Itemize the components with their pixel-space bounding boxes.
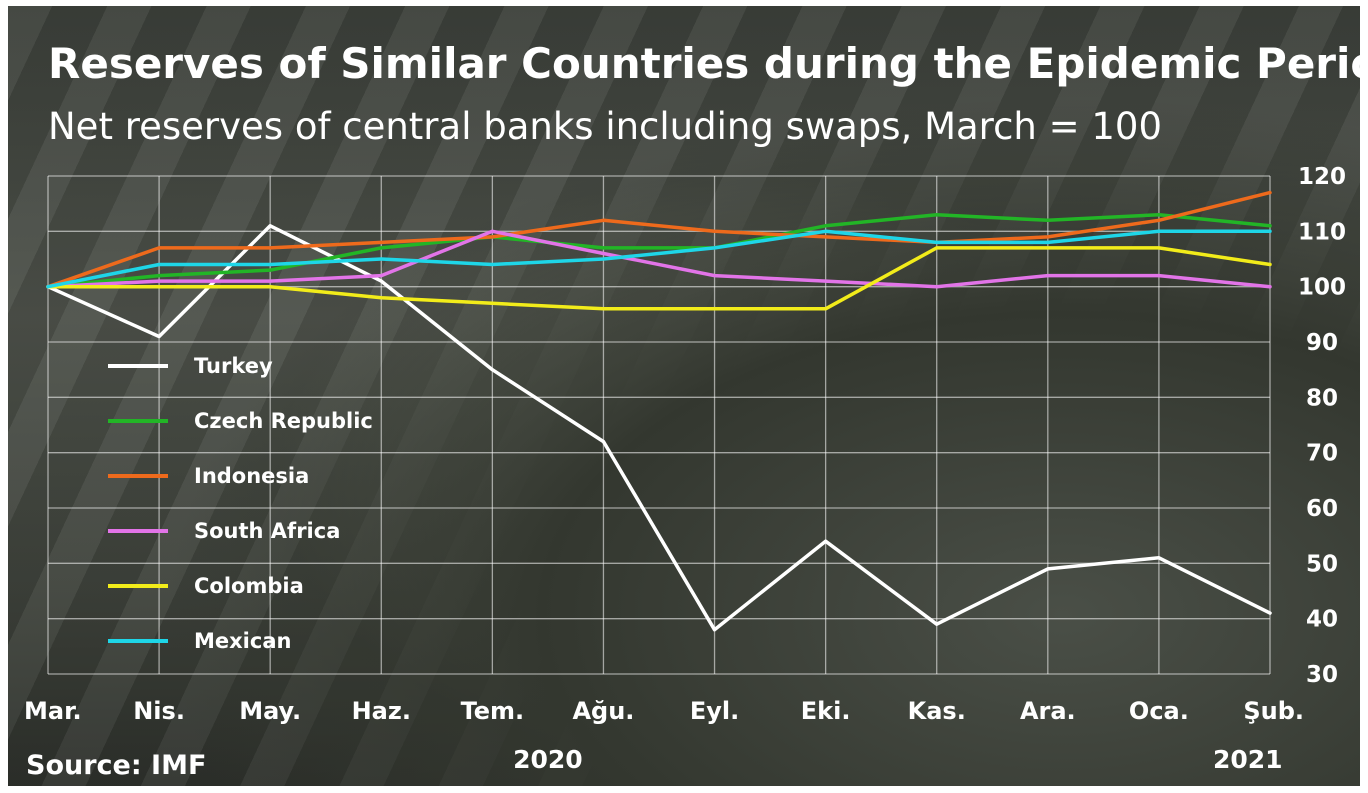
x-tick-label: Kas. [908,697,966,725]
x-tick-label: Eki. [801,697,851,725]
x-tick-label: Mar. [24,697,82,725]
y-tick-label: 70 [1306,441,1338,467]
y-tick-label: 100 [1298,275,1346,301]
legend-label: South Africa [194,519,340,543]
legend-label: Colombia [194,574,304,598]
x-tick-label: Şub. [1243,697,1304,725]
year-label: 2021 [1213,745,1283,774]
line-chart: Reserves of Similar Countries during the… [24,39,1360,781]
chart-title: Reserves of Similar Countries during the… [48,39,1360,88]
chart-subtitle: Net reserves of central banks including … [48,105,1162,148]
series-line-colombia [46,246,1272,311]
x-tick-label: Ara. [1020,697,1076,725]
chart-frame: Reserves of Similar Countries during the… [8,6,1360,786]
series-line-indonesia [46,190,1272,289]
series-line-mexican [46,229,1272,289]
series-line-turkey [46,224,1272,632]
x-tick-label: Ağu. [572,697,634,725]
series-line-south-africa [46,229,1272,289]
legend: Turkey Czech Republic Indonesia South Afric… [108,354,373,653]
y-tick-label: 110 [1298,219,1346,245]
x-tick-label: Nis. [133,697,185,725]
legend-label: Mexican [194,629,291,653]
x-tick-label: Eyl. [690,697,739,725]
legend-label: Turkey [194,354,273,378]
y-axis: 120 110 100 90 80 70 60 50 40 30 [1298,164,1346,688]
grid [47,175,1271,675]
y-tick-label: 60 [1306,496,1338,522]
legend-label: Czech Republic [194,409,373,433]
y-tick-label: 40 [1306,607,1338,633]
legend-label: Indonesia [194,464,309,488]
x-tick-label: Haz. [352,697,411,725]
x-tick-label: Oca. [1129,697,1189,725]
series-lines [46,190,1272,632]
x-tick-label: May. [239,697,301,725]
x-axis: Mar. Nis. May. Haz. Tem. Ağu. Eyl. Eki. Kas. Ara.… [24,697,1304,725]
y-tick-label: 80 [1306,385,1338,411]
year-labels: 2020 2021 [513,745,1282,774]
y-tick-label: 120 [1298,164,1346,190]
y-tick-label: 90 [1306,330,1338,356]
year-label: 2020 [513,745,583,774]
y-tick-label: 30 [1306,662,1338,688]
x-tick-label: Tem. [461,697,525,725]
source-note: Source: IMF [26,750,206,781]
y-tick-label: 50 [1306,551,1338,577]
series-line-czech-republic [46,212,1272,289]
